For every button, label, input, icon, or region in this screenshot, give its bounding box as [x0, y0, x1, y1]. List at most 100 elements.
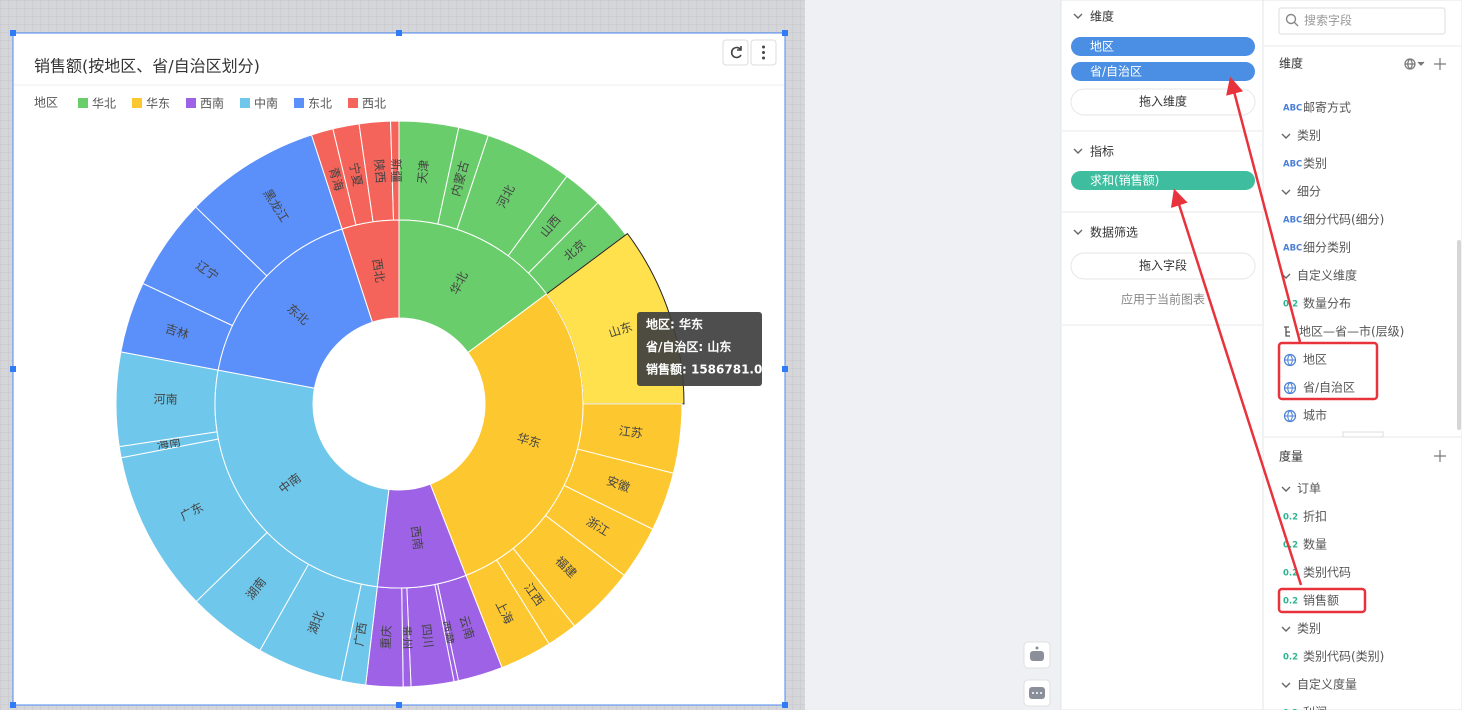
field-label[interactable]: 城市	[1303, 408, 1327, 423]
field-label[interactable]: 折扣	[1303, 509, 1327, 524]
folder-chevron[interactable]	[1281, 626, 1291, 632]
legend-swatch[interactable]	[294, 98, 304, 108]
search-box[interactable]	[1278, 7, 1446, 35]
folder-label: 类别	[1297, 129, 1321, 143]
legend-label[interactable]: 中南	[254, 96, 278, 111]
field-pill-label: 求和(销售额)	[1090, 173, 1159, 188]
field-label[interactable]: 数量分布	[1303, 296, 1351, 311]
scrollbar[interactable]	[1457, 240, 1461, 430]
geo-icon	[1284, 410, 1296, 422]
legend-swatch[interactable]	[186, 98, 196, 108]
section-title: 指标	[1090, 144, 1114, 159]
outer-label: 新疆	[389, 158, 404, 182]
inner-arc	[398, 219, 548, 354]
field-type-icon: ABC	[1283, 244, 1302, 254]
highlight-box	[1277, 587, 1367, 614]
folder-chevron[interactable]	[1281, 133, 1291, 139]
field-pill[interactable]	[1071, 171, 1255, 190]
drop-zone[interactable]	[1070, 252, 1256, 280]
folder-chevron[interactable]	[1281, 486, 1291, 492]
chevron[interactable]	[1073, 13, 1083, 19]
add-measure[interactable]	[1434, 450, 1446, 462]
inner-arc	[429, 293, 584, 577]
inner-arc	[217, 228, 374, 389]
field-pill[interactable]	[1071, 37, 1255, 56]
legend-swatch[interactable]	[132, 98, 142, 108]
field-label[interactable]: 类别	[1303, 157, 1327, 171]
legend-label[interactable]: 西南	[200, 96, 224, 111]
search-placeholder: 搜索字段	[1304, 13, 1352, 28]
section-header: 度量	[1279, 449, 1303, 464]
resize-handles[interactable]	[10, 30, 788, 708]
drop-zone[interactable]	[1070, 88, 1256, 116]
field-label[interactable]: 利润	[1303, 706, 1327, 710]
search-icon	[1285, 13, 1297, 25]
outer-label: 天津	[415, 159, 431, 184]
field-pill-label: 省/自治区	[1090, 65, 1142, 79]
legend-title: 地区	[34, 96, 58, 110]
chart-title: 销售额(按地区、省/自治区划分)	[34, 57, 260, 76]
field-type-icon: 0.2	[1283, 513, 1298, 523]
outer-label: 云南	[457, 614, 478, 641]
folder-chevron[interactable]	[1281, 682, 1291, 688]
drop-zone-label: 拖入维度	[1139, 94, 1187, 109]
more-button[interactable]	[750, 39, 777, 66]
field-label[interactable]: 邮寄方式	[1303, 100, 1351, 115]
field-type-icon: ABC	[1283, 160, 1302, 170]
outer-label: 江苏	[618, 424, 644, 441]
field-label[interactable]: 地区	[1303, 353, 1327, 367]
geo-icon	[1284, 354, 1296, 366]
folder-chevron[interactable]	[1281, 189, 1291, 195]
tooltip-line: 省/自治区: 山东	[645, 339, 731, 354]
folder-label: 类别	[1297, 622, 1321, 636]
field-label[interactable]: 省/自治区	[1303, 381, 1355, 395]
apply-hint[interactable]: 应用于当前图表	[1121, 292, 1205, 307]
field-list-panel	[1262, 0, 1462, 710]
chevron[interactable]	[1073, 229, 1083, 235]
outer-label: 广西	[352, 621, 370, 647]
legend-swatch[interactable]	[348, 98, 358, 108]
outer-label: 青海	[326, 165, 347, 192]
chat-button[interactable]	[1023, 679, 1051, 707]
field-label[interactable]: 销售额	[1303, 593, 1339, 608]
legend-label[interactable]: 华东	[146, 97, 170, 111]
section-header: 维度	[1279, 56, 1303, 71]
inner-label: 西北	[370, 258, 388, 284]
field-type-icon: 0.2	[1283, 541, 1298, 551]
tooltip-line: 销售额: 1586781.00	[646, 362, 771, 377]
splitter[interactable]	[1342, 431, 1384, 438]
field-label[interactable]: 类别代码(类别)	[1303, 650, 1384, 664]
legend-label[interactable]: 西北	[362, 97, 386, 111]
field-type-icon: 0.2	[1283, 653, 1298, 663]
geo-icon	[1284, 382, 1296, 394]
field-type-icon: 0.2	[1283, 597, 1298, 607]
chevron[interactable]	[1073, 148, 1083, 154]
inner-label: 西南	[408, 525, 426, 551]
outer-label: 宁夏	[347, 161, 366, 187]
legend-label[interactable]: 东北	[308, 97, 332, 111]
drop-zone-label: 拖入字段	[1139, 258, 1187, 273]
inner-label: 华东	[515, 431, 542, 451]
legend-label[interactable]: 华北	[92, 97, 116, 111]
header-actions[interactable]	[1404, 58, 1446, 70]
inner-arc	[341, 219, 400, 323]
fields-panel	[1060, 0, 1264, 710]
legend-swatch[interactable]	[78, 98, 88, 108]
field-pill[interactable]	[1071, 62, 1255, 81]
assistant-button[interactable]	[1023, 641, 1051, 669]
refresh-button[interactable]	[722, 39, 749, 66]
field-label[interactable]: 细分类别	[1303, 241, 1351, 255]
field-label[interactable]: 细分代码(细分)	[1303, 213, 1384, 227]
legend-swatch[interactable]	[240, 98, 250, 108]
hierarchy-icon	[1284, 326, 1290, 337]
folder-label: 自定义维度	[1297, 268, 1357, 283]
tooltip-line: 地区: 华东	[646, 317, 703, 332]
folder-label: 自定义度量	[1297, 677, 1357, 692]
field-type-icon: ABC	[1283, 216, 1302, 226]
field-label[interactable]: 数量	[1303, 537, 1327, 552]
field-label[interactable]: 类别代码	[1303, 566, 1351, 580]
field-label[interactable]: 地区—省—市(层级)	[1299, 324, 1404, 339]
